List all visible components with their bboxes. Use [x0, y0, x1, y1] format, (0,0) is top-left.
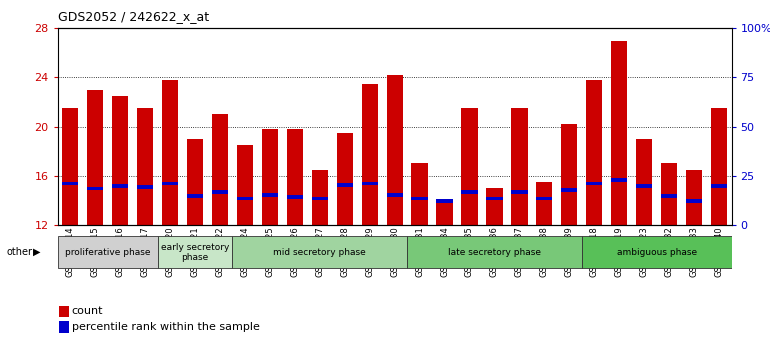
Bar: [586, 182, 602, 185]
Bar: [162, 80, 178, 225]
Bar: [686, 199, 702, 203]
Bar: [611, 41, 628, 225]
Bar: [286, 195, 303, 199]
Bar: [112, 184, 129, 188]
Bar: [336, 183, 353, 187]
Bar: [187, 194, 203, 198]
Bar: [112, 96, 129, 225]
Bar: [661, 194, 678, 198]
Bar: [636, 139, 652, 225]
Bar: [437, 199, 453, 203]
Bar: [461, 108, 477, 225]
Text: early secretory
phase: early secretory phase: [161, 242, 229, 262]
Bar: [312, 170, 328, 225]
Bar: [158, 236, 233, 268]
Bar: [58, 236, 158, 268]
Bar: [582, 236, 732, 268]
Bar: [362, 182, 378, 185]
Bar: [362, 84, 378, 225]
Bar: [212, 190, 228, 194]
Bar: [561, 188, 578, 192]
Bar: [487, 196, 503, 200]
Bar: [586, 80, 602, 225]
Bar: [237, 145, 253, 225]
Bar: [237, 196, 253, 200]
Bar: [387, 193, 403, 196]
Bar: [62, 108, 79, 225]
Bar: [262, 129, 278, 225]
Bar: [212, 114, 228, 225]
Text: late secretory phase: late secretory phase: [448, 248, 541, 257]
Bar: [461, 190, 477, 194]
Bar: [62, 182, 79, 185]
Bar: [411, 164, 427, 225]
Bar: [407, 236, 582, 268]
Bar: [686, 170, 702, 225]
Bar: [511, 190, 527, 194]
Bar: [661, 164, 678, 225]
Text: ambiguous phase: ambiguous phase: [617, 248, 697, 257]
Bar: [233, 236, 407, 268]
Bar: [137, 108, 153, 225]
Bar: [536, 182, 552, 225]
Bar: [312, 196, 328, 200]
Bar: [411, 196, 427, 200]
Bar: [87, 187, 103, 190]
Bar: [511, 108, 527, 225]
Bar: [711, 108, 727, 225]
Text: percentile rank within the sample: percentile rank within the sample: [72, 322, 259, 332]
Text: ▶: ▶: [33, 247, 41, 257]
Bar: [561, 124, 578, 225]
Bar: [437, 200, 453, 225]
Bar: [387, 75, 403, 225]
Bar: [137, 185, 153, 189]
Bar: [87, 90, 103, 225]
Bar: [536, 196, 552, 200]
Bar: [262, 193, 278, 196]
Bar: [162, 182, 178, 185]
Bar: [636, 184, 652, 188]
Text: mid secretory phase: mid secretory phase: [273, 248, 367, 257]
Bar: [187, 139, 203, 225]
Text: other: other: [6, 247, 32, 257]
Text: GDS2052 / 242622_x_at: GDS2052 / 242622_x_at: [58, 10, 209, 23]
Text: proliferative phase: proliferative phase: [65, 248, 150, 257]
Bar: [286, 129, 303, 225]
Bar: [611, 178, 628, 182]
Text: count: count: [72, 306, 103, 316]
Bar: [711, 184, 727, 188]
Bar: [336, 133, 353, 225]
Bar: [487, 188, 503, 225]
